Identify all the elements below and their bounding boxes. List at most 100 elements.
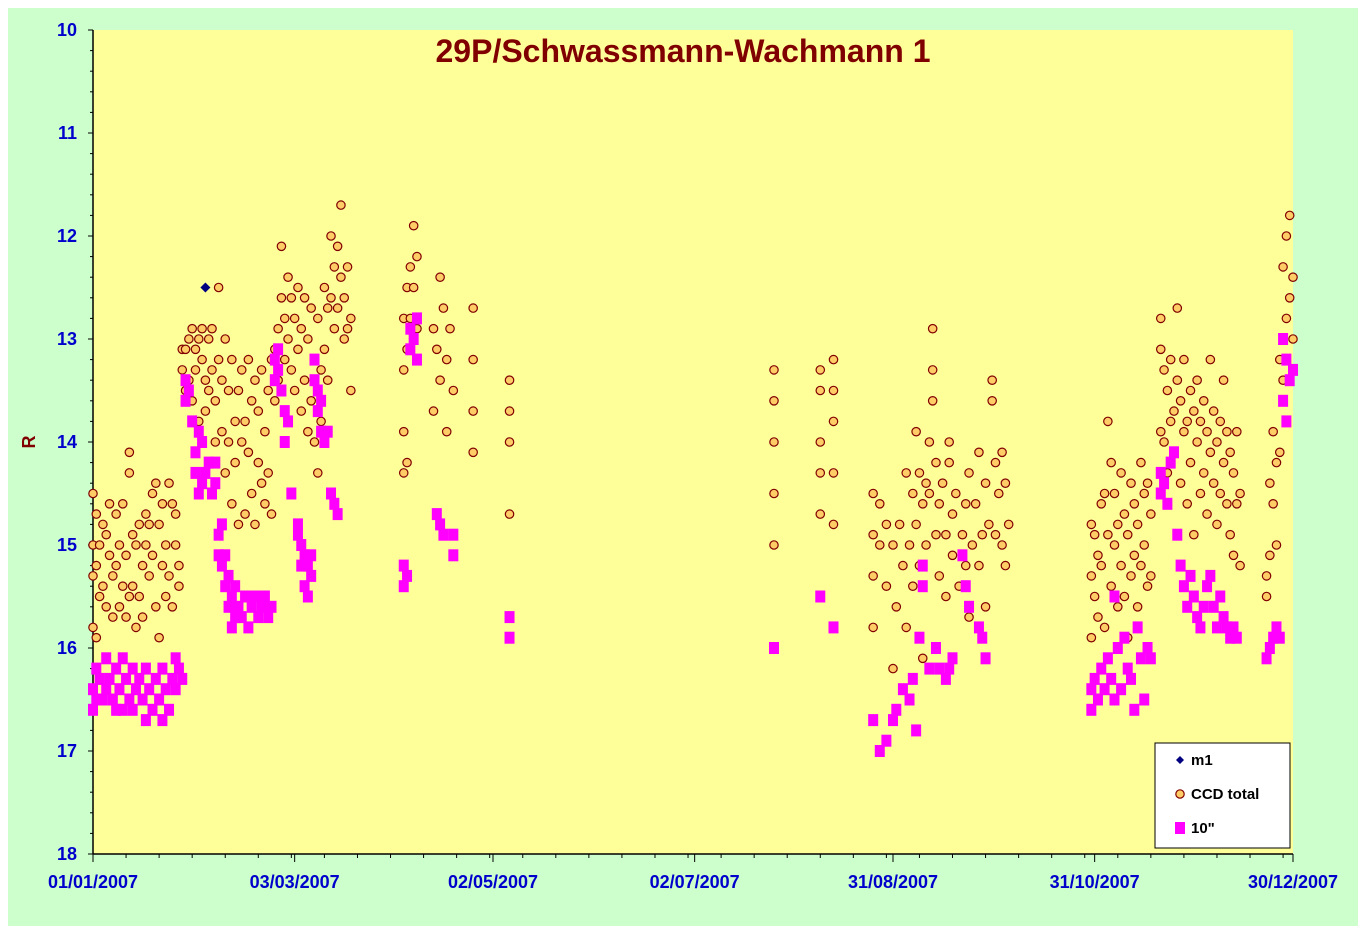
ccd-total-point [339,292,350,303]
ccd-total-point [1235,488,1245,499]
ten-inch-point [160,683,171,696]
ccd-total-point [874,498,885,509]
ten-inch-point [947,652,958,665]
ccd-total-point [180,344,191,355]
ten-inch-point [891,703,902,716]
ccd-total-point [154,519,164,530]
ten-inch-point [1159,477,1170,490]
ten-inch-point [1221,621,1232,634]
ccd-total-point [405,262,416,272]
ccd-total-point [1116,560,1126,571]
ccd-total-point [980,478,991,488]
ccd-total-point [1172,303,1183,313]
ccd-total-point [101,601,112,612]
ten-inch-point [273,363,284,376]
ccd-total-point [131,540,141,550]
ten-inch-point [408,333,419,345]
ccd-total-point [1162,385,1173,396]
ccd-total-point [207,365,217,375]
ccd-total-point [1205,354,1216,365]
ten-inch-point [964,600,975,613]
ccd-total-point [828,519,839,530]
ten-inch-point [1168,446,1179,459]
ccd-total-point [1119,509,1130,519]
ten-inch-point [180,374,191,387]
ccd-total-point [147,550,158,561]
ccd-total-point [1232,498,1242,509]
ten-inch-point [405,343,416,356]
ccd-total-point [233,519,244,530]
ccd-total-point [1165,354,1176,365]
ccd-total-point [1202,426,1212,437]
ccd-total-point [144,519,154,530]
ten-inch-point [226,590,237,603]
ccd-total-point [124,591,135,602]
ccd-total-point [157,498,168,509]
ccd-total-point [1265,478,1275,488]
ten-inch-point [1165,456,1176,469]
ten-inch-point [1112,642,1123,654]
ccd-total-point [504,509,515,519]
ccd-total-point [193,334,204,344]
ten-inch-point [213,549,224,562]
legend-m1-marker [1176,756,1184,764]
ten-inch-point [140,714,151,727]
ten-inch-point [1172,528,1183,541]
ten-inch-point [316,394,327,407]
ccd-total-point [990,457,1001,468]
ccd-total-point [769,437,779,447]
ccd-total-point [1232,426,1242,437]
ccd-total-point [402,457,412,468]
ccd-total-point [263,468,274,478]
ccd-total-point [898,560,908,571]
ten-inch-point [253,611,264,624]
ccd-total-point [815,437,826,447]
y-axis-label: R [19,436,39,449]
ccd-total-point [1288,272,1298,282]
ccd-total-point [977,529,988,540]
ccd-total-point [828,385,839,396]
ten-inch-point [127,703,138,716]
ten-inch-point [1109,590,1120,603]
ccd-total-point [1284,210,1295,221]
ccd-total-point [121,612,131,622]
ten-inch-point [1281,353,1292,366]
legend-label: 10" [1191,820,1215,837]
ten-inch-point [911,724,922,737]
ten-inch-point [259,590,270,603]
ccd-total-point [289,385,300,396]
ten-inch-point [1288,363,1298,376]
ccd-total-point [293,344,303,355]
ccd-total-point [299,292,310,303]
ten-inch-point [828,621,839,634]
ten-inch-point [164,703,175,716]
ccd-total-point [924,437,935,447]
ccd-total-point [141,509,151,519]
ccd-total-point [303,426,313,437]
ccd-total-point [1089,529,1100,540]
ten-inch-point [1185,569,1196,582]
ccd-total-point [1261,591,1272,602]
ccd-total-point [266,509,277,519]
ten-inch-point [193,425,204,438]
ten-inch-point [1231,631,1242,644]
ccd-total-point [1222,498,1232,509]
ccd-total-point [1099,488,1110,499]
ten-inch-point [210,456,221,469]
ccd-total-point [924,488,935,499]
ccd-total-point [1159,365,1169,375]
ten-inch-point [223,600,234,613]
ten-inch-point [197,477,208,490]
ten-inch-point [91,693,102,706]
ccd-total-point [504,375,515,385]
ten-inch-point [269,374,280,387]
ccd-total-point [914,468,925,478]
ccd-total-point [1099,622,1110,633]
ccd-total-point [230,416,240,427]
ccd-total-point [91,632,102,643]
ccd-total-point [468,303,478,313]
ccd-total-point [951,488,961,499]
ccd-total-point [947,509,958,519]
ten-inch-point [917,559,928,572]
